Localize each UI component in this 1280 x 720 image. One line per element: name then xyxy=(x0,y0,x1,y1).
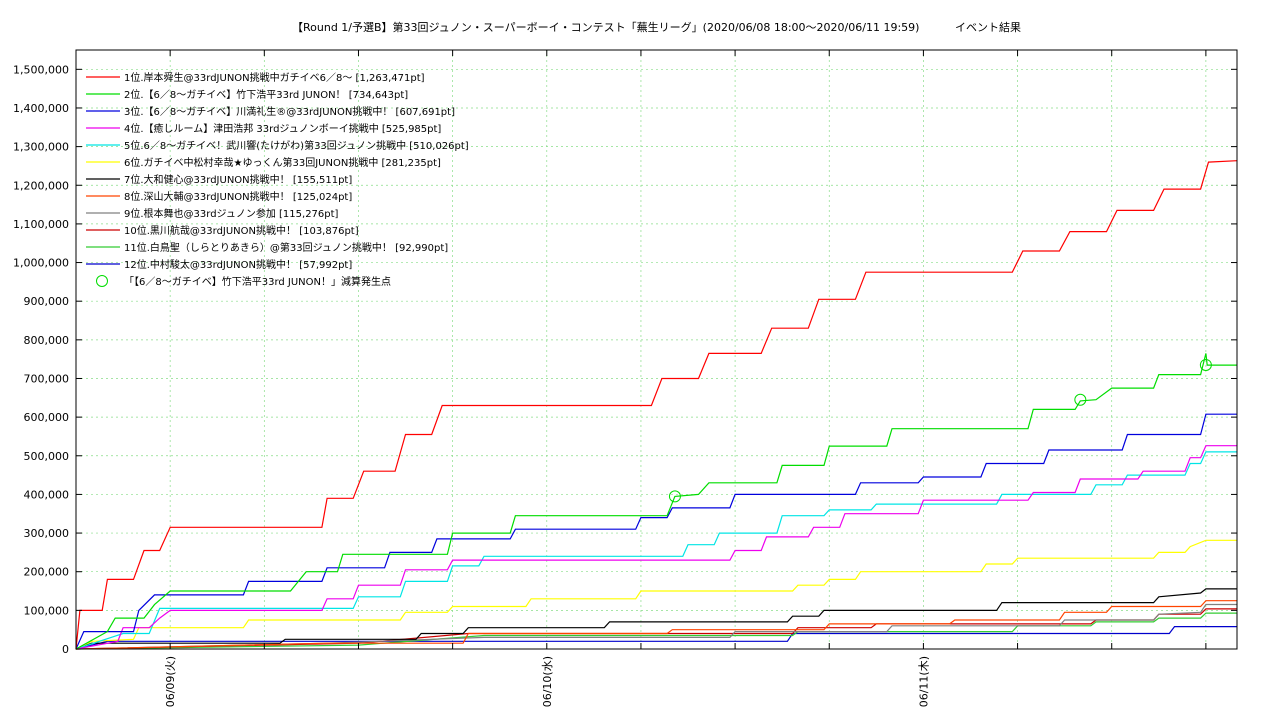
legend-entry: 11位.白鳥聖（しらとりあきら）@第33回ジュノン挑戦中！ [92,990pt] xyxy=(124,241,448,254)
y-tick-label: 1,400,000 xyxy=(13,102,69,115)
y-tick-label: 1,500,000 xyxy=(13,63,69,76)
y-tick-label: 800,000 xyxy=(24,334,70,347)
legend-entry: 2位.【6／8〜ガチイベ】竹下浩平33rd JUNON！ [734,643pt] xyxy=(124,88,408,101)
legend-marker-entry: 「【6／8〜ガチイベ】竹下浩平33rd JUNON！」減算発生点 xyxy=(124,275,391,288)
x-tick-label: 06/11(木) xyxy=(917,656,930,707)
series-line xyxy=(75,588,1237,650)
y-tick-label: 900,000 xyxy=(24,295,70,308)
marker-layer xyxy=(668,358,1212,503)
series-line xyxy=(75,603,1237,650)
series-line xyxy=(75,445,1237,650)
y-tick-label: 1,000,000 xyxy=(13,257,69,270)
legend-entry: 1位.岸本舜生@33rdJUNON挑戦中ガチイベ6／8〜 [1,263,471p… xyxy=(124,71,425,84)
legend-entry: 4位.【癒しルーム】津田浩邦 33rdジュノンボーイ挑戦中 [525,985pt… xyxy=(124,122,441,135)
legend-entry: 9位.根本舞也@33rdジュノン参加 [115,276pt] xyxy=(124,207,339,220)
y-tick-label: 500,000 xyxy=(24,450,70,463)
x-tick-label: 06/10(水) xyxy=(541,656,554,707)
chart-subtitle: イベント結果 xyxy=(955,20,1021,34)
series-line xyxy=(75,160,1238,650)
series-line xyxy=(75,413,1237,650)
y-tick-label: 200,000 xyxy=(24,566,70,579)
plot-frame xyxy=(75,49,1238,650)
legend-marker-swatch xyxy=(96,275,108,287)
legend-entry: 12位.中村駿太@33rdJUNON挑戦中！ [57,992pt] xyxy=(124,258,352,271)
marker-point xyxy=(668,490,681,503)
legend-entry: 10位.黒川航哉@33rdJUNON挑戦中！ [103,876pt] xyxy=(124,224,359,237)
y-tick-label: 1,100,000 xyxy=(13,218,69,231)
series-line xyxy=(75,353,1237,650)
legend-entry: 6位.ガチイベ中松村幸哉★ゆっくん第33回JUNON挑戦中 [281,235pt… xyxy=(124,156,441,169)
legend-entry: 3位.【6／8〜ガチイベ】川満礼生®@33rdJUNON挑戦中！ [607,69… xyxy=(124,105,455,118)
axes: 0 100,000 200,000 300,000 400,000 500,000 600,… xyxy=(13,49,1238,707)
y-tick-label: 300,000 xyxy=(24,527,70,540)
legend-entry: 7位.大和健心@33rdJUNON挑戦中！ [155,511pt] xyxy=(124,173,352,186)
y-tick-label: 1,300,000 xyxy=(13,141,69,154)
y-tick-label: 0 xyxy=(62,643,69,656)
series-line xyxy=(75,451,1237,650)
marker-point xyxy=(1199,358,1212,371)
y-tick-label: 700,000 xyxy=(24,372,70,385)
legend: 1位.岸本舜生@33rdJUNON挑戦中ガチイベ6／8〜 [1,263,471p… xyxy=(86,71,469,288)
series-line xyxy=(75,539,1237,650)
series-line xyxy=(75,600,1237,650)
y-tick-label: 100,000 xyxy=(24,604,70,617)
legend-entry: 5位.6／8〜ガチイベ！武川響(たけがわ)第33回ジュノン挑戦中 [510,02… xyxy=(124,139,469,152)
series-layer xyxy=(75,160,1238,650)
x-tick-label: 06/09(火) xyxy=(164,656,177,707)
chart-title: 【Round 1/予選B】第33回ジュノン・スーパーボーイ・コンテスト「蕪生リー… xyxy=(292,20,919,34)
y-tick-label: 600,000 xyxy=(24,411,70,424)
grid xyxy=(75,50,1237,649)
legend-entry: 8位.深山大輔@33rdJUNON挑戦中！ [125,024pt] xyxy=(124,190,352,203)
y-tick-label: 400,000 xyxy=(24,488,70,501)
marker-point xyxy=(1074,393,1087,406)
y-tick-label: 1,200,000 xyxy=(13,179,69,192)
